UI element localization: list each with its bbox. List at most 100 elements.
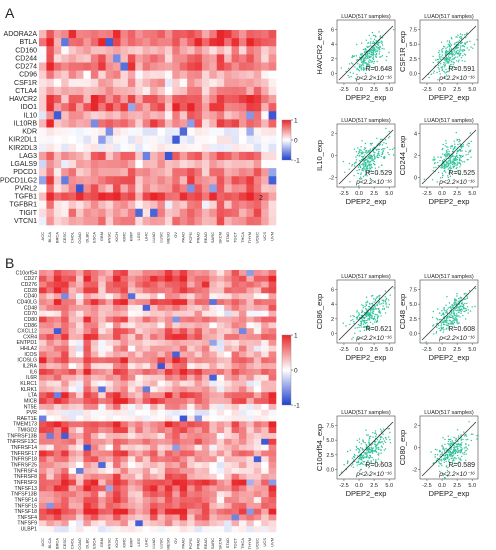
colorbar-tick-label: -1: [294, 403, 300, 410]
scatter-point: [456, 166, 458, 169]
scatter-point: [377, 156, 380, 159]
heatmap: ADORA2ABTLACD160CD244CD274CD96CSF1RCTLA4…: [0, 30, 277, 244]
scatter-point: [366, 52, 369, 54]
heatmap-cell: [105, 151, 114, 161]
heatmap-cell: [39, 351, 47, 358]
heatmap-cell: [120, 184, 129, 193]
heatmap-cell: [172, 322, 181, 329]
heatmap-cell: [83, 473, 92, 480]
colorbar-tick-label: 0: [294, 368, 298, 375]
heatmap-cell: [194, 322, 203, 329]
heatmap-cell: [76, 479, 84, 486]
heatmap-cell: [90, 287, 99, 294]
scatter-point: [360, 321, 363, 323]
row-label: IL6R: [26, 375, 37, 381]
heatmap-cell: [90, 415, 99, 422]
heatmap-cell: [224, 176, 232, 185]
heatmap-cell: [135, 363, 143, 370]
heatmap-cell: [157, 421, 166, 428]
heatmap-cell: [194, 467, 203, 475]
scatter-point: [448, 66, 451, 68]
heatmap-cell: [179, 127, 188, 136]
heatmap-cell: [246, 368, 255, 376]
heatmap-cell: [224, 328, 232, 335]
scatter-point: [364, 147, 367, 149]
heatmap-cell: [157, 184, 166, 193]
scatter-point: [381, 44, 384, 46]
heatmap-cell: [90, 62, 99, 71]
heatmap-cell: [105, 54, 114, 63]
heatmap-cell: [105, 351, 114, 358]
scatter-point: [454, 439, 457, 441]
heatmap-cell: [150, 380, 158, 387]
heatmap-cell: [98, 293, 106, 300]
scatter-point: [379, 49, 381, 51]
heatmap-cell: [268, 380, 277, 387]
heatmap-cell: [53, 526, 62, 533]
heatmap-cell: [201, 473, 210, 480]
heatmap-cell: [194, 520, 203, 527]
heatmap-cell: [142, 30, 151, 39]
scatter-point: [383, 48, 385, 50]
heatmap-cell: [142, 438, 151, 445]
heatmap-cell: [209, 192, 218, 201]
heatmap-cell: [201, 502, 210, 510]
scatter-point: [441, 68, 444, 70]
heatmap-cell: [179, 421, 188, 428]
scatter-point: [457, 61, 460, 63]
scatter-point: [470, 439, 472, 442]
scatter-point: [367, 156, 369, 158]
heatmap-cell: [142, 427, 151, 434]
scatter-point: [446, 324, 448, 326]
heatmap-cell: [68, 30, 77, 39]
heatmap-cell: [253, 304, 262, 312]
heatmap-cell: [113, 316, 121, 323]
heatmap-cell: [238, 415, 247, 422]
heatmap-cell: [39, 357, 47, 364]
heatmap-cell: [268, 30, 277, 39]
heatmap-cell: [209, 351, 218, 358]
column-label: TGCT: [232, 537, 237, 548]
heatmap-cell: [120, 462, 129, 469]
scatter-point: [461, 441, 463, 444]
scatter-point: [462, 438, 464, 440]
scatter-point: [439, 450, 441, 453]
heatmap-cell: [46, 111, 55, 120]
heatmap-cell: [61, 520, 69, 527]
heatmap-cell: [46, 462, 55, 469]
heatmap-cell: [172, 403, 181, 411]
heatmap-cell: [253, 78, 262, 88]
heatmap-cell: [231, 38, 240, 47]
heatmap-cell: [105, 415, 114, 422]
heatmap-cell: [231, 473, 240, 480]
heatmap-cell: [142, 103, 151, 112]
column-label: LIHC: [144, 538, 149, 547]
heatmap-cell: [164, 351, 173, 358]
scatter-point: [443, 170, 445, 172]
heatmap-cell: [164, 310, 173, 317]
heatmap-cell: [216, 168, 225, 177]
scatter-point: [355, 55, 358, 57]
heatmap-cell: [135, 54, 143, 63]
heatmap-cell: [135, 275, 143, 282]
heatmap-cell: [53, 168, 62, 177]
heatmap-cell: [157, 415, 166, 422]
scatter-point: [447, 440, 450, 443]
heatmap-cell: [127, 322, 136, 329]
heatmap-cell: [68, 421, 77, 428]
scatter-point: [446, 166, 448, 168]
scatter-point: [381, 152, 383, 154]
scatter-point: [465, 298, 467, 300]
scatter-point: [436, 181, 438, 183]
heatmap-cell: [164, 184, 173, 193]
colorbar-tick-label: 1: [294, 333, 298, 340]
heatmap-cell: [253, 444, 262, 451]
x-axis-label: DPEP2_exp: [429, 197, 470, 206]
heatmap-cell: [61, 392, 69, 399]
row-label: TMEM173: [13, 422, 37, 428]
colorbar-tick-label: 1: [294, 118, 298, 125]
heatmap-cell: [76, 95, 84, 104]
heatmap-cell: [113, 526, 121, 533]
heatmap-cell: [76, 467, 84, 475]
